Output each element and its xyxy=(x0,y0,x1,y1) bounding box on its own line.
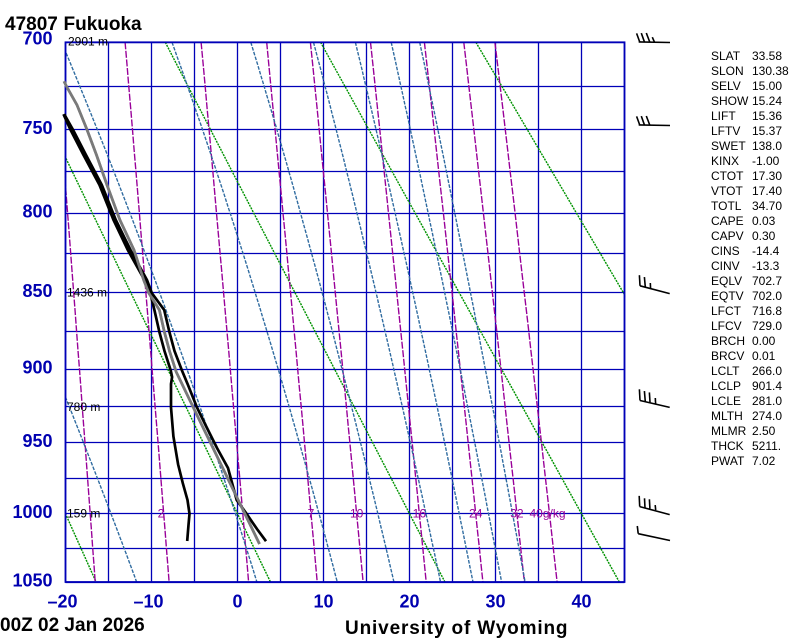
svg-text:SWET: SWET xyxy=(711,139,746,153)
svg-text:20: 20 xyxy=(399,592,419,612)
svg-text:850: 850 xyxy=(22,281,52,301)
svg-text:-13.3: -13.3 xyxy=(752,259,780,273)
svg-text:THCK: THCK xyxy=(711,439,744,453)
svg-text:LFCT: LFCT xyxy=(711,304,742,318)
svg-text:7.02: 7.02 xyxy=(752,454,776,468)
svg-text:MLMR: MLMR xyxy=(711,424,747,438)
svg-text:–10: –10 xyxy=(133,592,163,612)
svg-text:15.37: 15.37 xyxy=(752,124,782,138)
svg-text:SLAT: SLAT xyxy=(711,49,741,63)
svg-text:0.30: 0.30 xyxy=(752,229,776,243)
svg-text:CTOT: CTOT xyxy=(711,169,744,183)
svg-text:17.40: 17.40 xyxy=(752,184,782,198)
svg-text:VTOT: VTOT xyxy=(711,184,743,198)
svg-text:47807: 47807 xyxy=(5,14,58,35)
svg-text:266.0: 266.0 xyxy=(752,364,782,378)
svg-text:CINS: CINS xyxy=(711,244,740,258)
svg-text:EQTV: EQTV xyxy=(711,289,744,303)
svg-text:LCLT: LCLT xyxy=(711,364,740,378)
svg-text:0: 0 xyxy=(232,592,242,612)
svg-text:1050: 1050 xyxy=(12,570,52,590)
svg-text:10: 10 xyxy=(313,592,333,612)
svg-text:17.30: 17.30 xyxy=(752,169,782,183)
svg-text:-14.4: -14.4 xyxy=(752,244,780,258)
svg-text:274.0: 274.0 xyxy=(752,409,782,423)
svg-text:780 m: 780 m xyxy=(67,400,100,414)
svg-text:–20: –20 xyxy=(47,592,77,612)
svg-text:1000: 1000 xyxy=(12,502,52,522)
svg-text:2: 2 xyxy=(158,507,165,521)
svg-text:5211.: 5211. xyxy=(752,439,781,453)
svg-text:BRCV: BRCV xyxy=(711,349,744,363)
svg-text:950: 950 xyxy=(22,431,52,451)
svg-text:159 m: 159 m xyxy=(67,507,100,521)
svg-text:00Z 02 Jan 2026: 00Z 02 Jan 2026 xyxy=(0,615,145,636)
svg-text:Fukuoka: Fukuoka xyxy=(64,14,143,35)
svg-text:-1.00: -1.00 xyxy=(752,154,780,168)
svg-text:1436 m: 1436 m xyxy=(67,286,107,300)
svg-text:LIFT: LIFT xyxy=(711,109,736,123)
svg-text:138.0: 138.0 xyxy=(752,139,782,153)
svg-text:CINV: CINV xyxy=(711,259,740,273)
svg-text:33.58: 33.58 xyxy=(752,49,782,63)
svg-text:750: 750 xyxy=(22,118,52,138)
svg-text:15.00: 15.00 xyxy=(752,79,782,93)
svg-text:729.0: 729.0 xyxy=(752,319,782,333)
svg-text:30: 30 xyxy=(485,592,505,612)
svg-text:40g/kg: 40g/kg xyxy=(530,507,566,521)
svg-text:702.0: 702.0 xyxy=(752,289,782,303)
svg-text:PWAT: PWAT xyxy=(711,454,745,468)
svg-text:702.7: 702.7 xyxy=(752,274,782,288)
svg-text:MLTH: MLTH xyxy=(711,409,743,423)
svg-text:2.50: 2.50 xyxy=(752,424,776,438)
svg-text:700: 700 xyxy=(22,29,52,49)
svg-text:901.4: 901.4 xyxy=(752,379,782,393)
svg-text:40: 40 xyxy=(571,592,591,612)
svg-text:TOTL: TOTL xyxy=(711,199,742,213)
svg-text:800: 800 xyxy=(22,201,52,221)
svg-text:16: 16 xyxy=(413,507,427,521)
svg-text:0.00: 0.00 xyxy=(752,334,776,348)
svg-text:10: 10 xyxy=(350,507,364,521)
svg-text:716.8: 716.8 xyxy=(752,304,782,318)
svg-text:15.36: 15.36 xyxy=(752,109,782,123)
svg-text:281.0: 281.0 xyxy=(752,394,782,408)
svg-text:7: 7 xyxy=(308,507,315,521)
svg-text:34.70: 34.70 xyxy=(752,199,782,213)
svg-text:0.01: 0.01 xyxy=(752,349,776,363)
svg-text:LFTV: LFTV xyxy=(711,124,740,138)
svg-text:15.24: 15.24 xyxy=(752,94,782,108)
svg-text:LCLP: LCLP xyxy=(711,379,741,393)
svg-text:KINX: KINX xyxy=(711,154,739,168)
svg-text:2901 m: 2901 m xyxy=(68,35,108,49)
svg-text:University of Wyoming: University of Wyoming xyxy=(345,618,568,639)
svg-text:CAPV: CAPV xyxy=(711,229,744,243)
svg-text:LFCV: LFCV xyxy=(711,319,742,333)
svg-text:SELV: SELV xyxy=(711,79,741,93)
svg-text:SLON: SLON xyxy=(711,64,744,78)
svg-text:32: 32 xyxy=(510,507,524,521)
svg-text:BRCH: BRCH xyxy=(711,334,745,348)
svg-text:CAPE: CAPE xyxy=(711,214,744,228)
svg-text:130.38: 130.38 xyxy=(752,64,789,78)
svg-text:24: 24 xyxy=(469,507,483,521)
svg-text:EQLV: EQLV xyxy=(711,274,742,288)
svg-text:900: 900 xyxy=(22,358,52,378)
svg-text:LCLE: LCLE xyxy=(711,394,741,408)
svg-text:SHOW: SHOW xyxy=(711,94,749,108)
svg-text:0.03: 0.03 xyxy=(752,214,776,228)
